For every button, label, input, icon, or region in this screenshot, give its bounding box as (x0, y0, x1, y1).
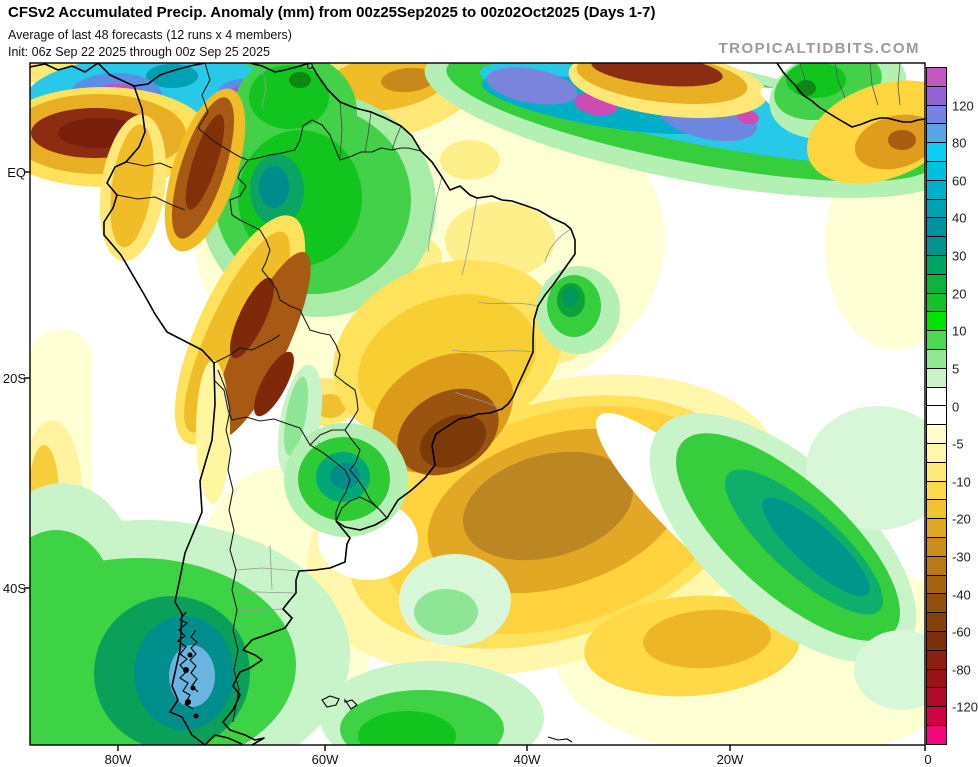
colorbar-segment (926, 160, 947, 181)
coastlines-borders (30, 63, 925, 745)
colorbar-segment (926, 555, 947, 576)
colorbar-segment (926, 367, 947, 388)
guiana-borders (339, 101, 402, 159)
colorbar-tick-label: -30 (952, 549, 971, 565)
colorbar-segment (926, 574, 947, 595)
colorbar-tick-label: -5 (952, 436, 964, 452)
page-title: CFSv2 Accumulated Precip. Anomaly (mm) f… (8, 4, 656, 21)
icefield-specks (183, 652, 199, 719)
africa-borders (799, 63, 901, 106)
colorbar-tick-label: 80 (952, 135, 967, 151)
colorbar-segment (926, 311, 947, 332)
colorbar-segment (926, 649, 947, 670)
colorbar-tick-label: -80 (952, 662, 971, 678)
lat-label-20s: 20S (3, 371, 26, 386)
colorbar-segment (926, 480, 947, 501)
colorbar-segment (926, 442, 947, 463)
colorbar-segment (926, 236, 947, 256)
colorbar-segment (926, 536, 947, 557)
lat-label-eq: EQ (7, 165, 26, 180)
colorbar (926, 67, 947, 745)
colorbar-segment (926, 668, 947, 689)
colorbar-segment (926, 142, 947, 162)
colorbar-segment (926, 706, 947, 726)
colorbar-tick-label: 60 (952, 173, 967, 189)
colorbar-segment (926, 518, 947, 538)
colorbar-segment (926, 405, 947, 426)
colorbar-tick-label: 5 (952, 361, 960, 377)
colorbar-segment (926, 85, 947, 106)
colorbar-segment (926, 198, 947, 219)
lon-label-40w: 40W (514, 752, 541, 767)
site-watermark: TROPICALTIDBITS.COM (718, 40, 920, 57)
colorbar-segment (926, 630, 947, 651)
colorbar-segment (926, 273, 947, 294)
axis-ticks (24, 171, 926, 751)
colorbar-tick-label: -120 (952, 699, 978, 715)
subtitle-forecast-average: Average of last 48 forecasts (12 runs x … (8, 28, 292, 42)
colorbar-segment (926, 217, 947, 238)
map-frame (29, 62, 926, 746)
lon-label-0: 0 (924, 752, 931, 767)
islands (306, 63, 573, 743)
colorbar-tick-label: 10 (952, 323, 967, 339)
colorbar-segment (926, 593, 947, 614)
colorbar-segment (926, 461, 947, 482)
subtitle-init-times: Init: 06z Sep 22 2025 through 00z Sep 25… (8, 45, 271, 59)
country-borders (116, 63, 422, 723)
colorbar-segment (926, 254, 947, 275)
lon-label-60w: 60W (312, 752, 339, 767)
colorbar-segment (926, 123, 947, 144)
colorbar-segment (926, 424, 947, 444)
colorbar-segment (926, 179, 947, 200)
state-borders (235, 65, 572, 612)
lon-label-20w: 20W (717, 752, 744, 767)
colorbar-tick-label: 30 (952, 248, 967, 264)
fjord-detail (177, 611, 199, 710)
colorbar-tick-label: -10 (952, 474, 971, 490)
colorbar-segment (926, 687, 947, 708)
colorbar-segment (926, 724, 947, 745)
colorbar-segment (926, 292, 947, 313)
colorbar-segment (926, 67, 947, 87)
lon-label-80w: 80W (105, 752, 132, 767)
colorbar-segment (926, 386, 947, 407)
colorbar-tick-label: 0 (952, 399, 960, 414)
colorbar-segment (926, 499, 947, 520)
colorbar-segment (926, 104, 947, 125)
colorbar-tick-label: -20 (952, 511, 971, 527)
colorbar-tick-label: -40 (952, 587, 971, 603)
anomaly-field (30, 63, 925, 745)
colorbar-tick-label: 40 (952, 210, 967, 226)
africa-coastline (776, 63, 925, 128)
axis-labels: EQ 20S 40S 80W 60W 40W 20W 0 (3, 165, 932, 767)
colorbar-segment (926, 612, 947, 632)
colorbar-tick-label: 120 (952, 98, 974, 114)
colorbar-tick-label: 20 (952, 286, 967, 302)
colorbar-segment (926, 348, 947, 369)
lat-label-40s: 40S (3, 581, 26, 596)
colorbar-tick-label: -60 (952, 624, 971, 640)
colorbar-segment (926, 330, 947, 350)
